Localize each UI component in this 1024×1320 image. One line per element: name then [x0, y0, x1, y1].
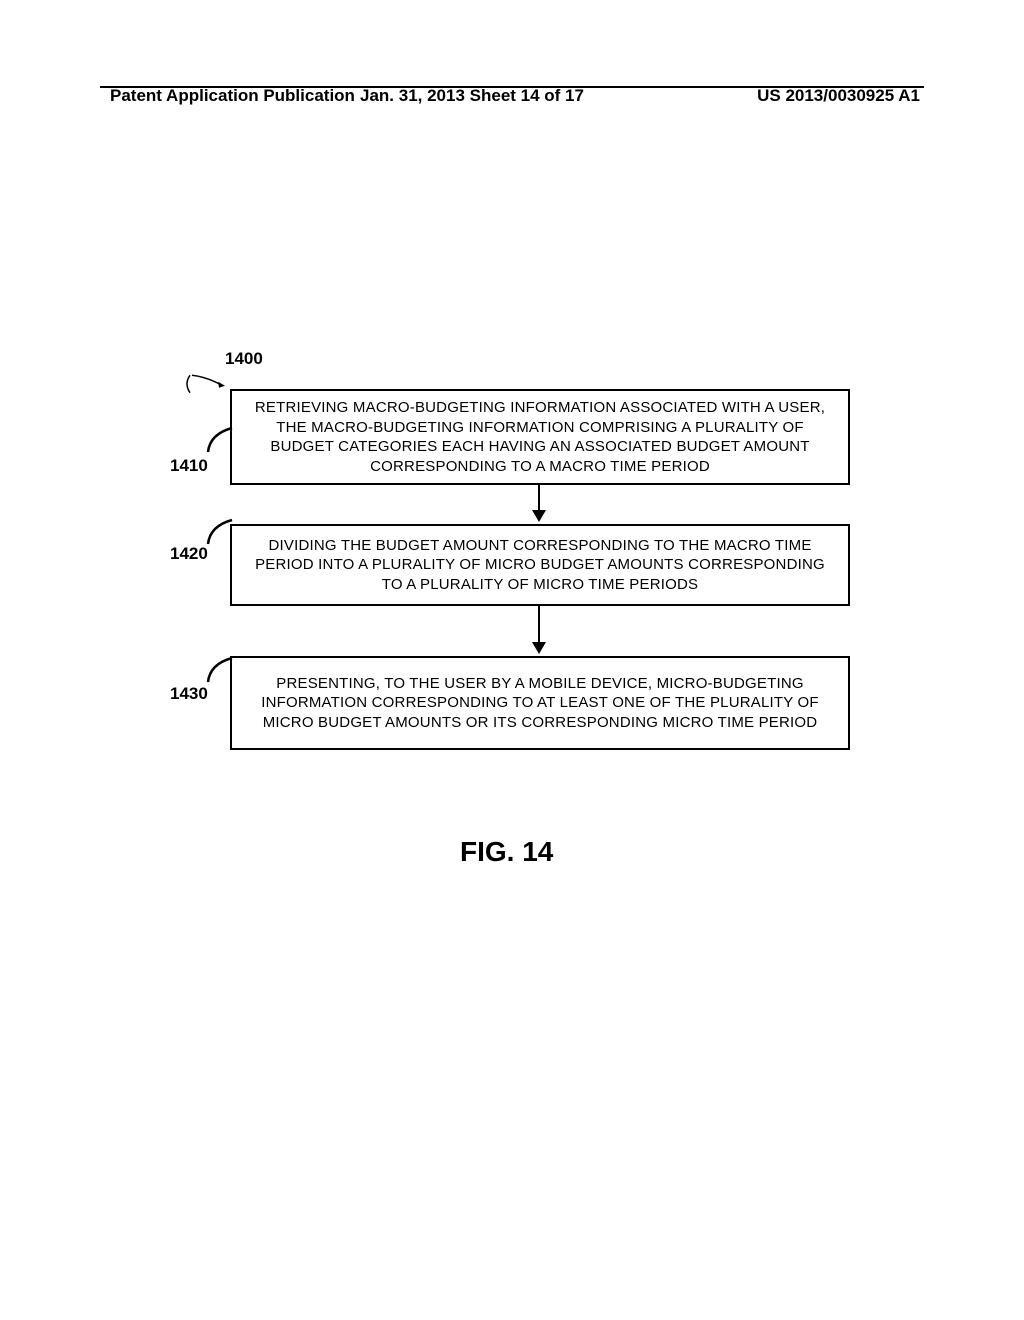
arrow-2-line — [538, 606, 540, 642]
header-patent-number: US 2013/0030925 A1 — [757, 86, 920, 106]
header-publication-type: Patent Application Publication — [110, 86, 355, 106]
arrow-1-line — [538, 485, 540, 510]
flowchart-step-1-text: RETRIEVING MACRO-BUDGETING INFORMATION A… — [246, 398, 834, 476]
flowchart-step-1: RETRIEVING MACRO-BUDGETING INFORMATION A… — [230, 389, 850, 485]
flowchart-step-3-text: PRESENTING, TO THE USER BY A MOBILE DEVI… — [246, 674, 834, 733]
ref-curve-1 — [206, 424, 236, 454]
ref-number-3: 1430 — [170, 684, 208, 704]
arrow-1-head — [532, 510, 546, 522]
main-reference-number: 1400 — [225, 349, 263, 369]
ref-curve-3 — [206, 654, 236, 684]
header-date-sheet: Jan. 31, 2013 Sheet 14 of 17 — [360, 86, 584, 106]
ref-curve-2 — [206, 516, 236, 546]
flowchart-step-2-text: DIVIDING THE BUDGET AMOUNT CORRESPONDING… — [246, 536, 834, 595]
arrow-2-head — [532, 642, 546, 654]
main-reference-curve-arrow — [186, 364, 226, 404]
flowchart-step-2: DIVIDING THE BUDGET AMOUNT CORRESPONDING… — [230, 524, 850, 606]
flowchart-step-3: PRESENTING, TO THE USER BY A MOBILE DEVI… — [230, 656, 850, 750]
figure-caption: FIG. 14 — [460, 836, 553, 868]
ref-number-2: 1420 — [170, 544, 208, 564]
ref-number-1: 1410 — [170, 456, 208, 476]
